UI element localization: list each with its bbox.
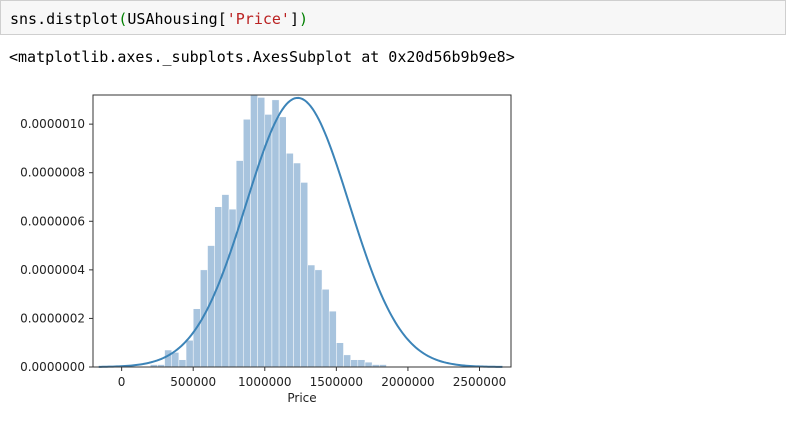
histogram-bar [364, 361, 373, 368]
axes-frame [92, 94, 512, 368]
histogram-bar [178, 359, 187, 368]
cell-output-text: <matplotlib.axes._subplots.AxesSubplot a… [9, 48, 515, 66]
histogram-bar [171, 352, 180, 368]
y-tick-label: 0.0000004 [20, 263, 85, 277]
histogram-bar [164, 349, 172, 368]
histogram-bar [228, 208, 237, 368]
y-tick-label: 0.0000008 [20, 166, 85, 180]
histogram-bar [221, 194, 230, 368]
y-tick-label: 0.0000000 [20, 360, 85, 374]
distplot-chart: 0 500000 1000000 1500000 2000000 2500000 0.00… [20, 94, 512, 405]
y-tick-label: 0.0000006 [20, 214, 85, 228]
histogram-bar [350, 359, 359, 368]
code-paren-close: ) [299, 10, 309, 28]
code-bracket-close: ] [289, 10, 299, 28]
x-tick-label: 0 [118, 375, 126, 389]
y-tick-label: 0.0000002 [20, 311, 85, 325]
histogram-bar [286, 153, 294, 368]
histogram-bar [300, 182, 308, 368]
y-axis: 0.0000000 0.0000002 0.0000004 0.0000006 0.00… [20, 117, 93, 374]
histogram-bar [243, 119, 251, 368]
histogram-bar [185, 340, 194, 368]
x-axis-label: Price [287, 391, 316, 405]
x-tick-label: 1000000 [238, 375, 291, 389]
histogram-bar [336, 342, 344, 368]
y-tick-label: 0.0000010 [20, 117, 85, 131]
histogram-bar [357, 359, 366, 368]
code-argument: USAhousing[ [127, 10, 227, 28]
kde-curve [98, 96, 503, 368]
code-paren-open: ( [118, 10, 128, 28]
x-tick-label: 1500000 [310, 375, 363, 389]
histogram-bar [264, 114, 273, 368]
code-string-literal: 'Price' [226, 10, 290, 28]
x-tick-label: 500000 [170, 375, 216, 389]
histogram-bars [150, 94, 387, 368]
x-tick-label: 2500000 [453, 375, 506, 389]
code-line[interactable]: sns.distplot(USAhousing['Price']) [10, 9, 308, 29]
x-axis: 0 500000 1000000 1500000 2000000 2500000 [118, 367, 506, 389]
histogram-bar [257, 97, 266, 368]
histogram-bar [192, 308, 201, 368]
histogram-bar [343, 354, 351, 368]
histogram-bar [278, 116, 287, 368]
histogram-bar [235, 160, 244, 368]
code-function: sns.distplot [10, 10, 119, 28]
histogram-bar [328, 310, 337, 368]
histogram-bar [250, 94, 258, 368]
x-tick-label: 2000000 [381, 375, 434, 389]
histogram-bar [307, 264, 316, 368]
histogram-bar [321, 289, 330, 368]
histogram-bar [293, 162, 301, 368]
histogram-bar [314, 269, 323, 368]
code-cell[interactable]: sns.distplot(USAhousing['Price']) [0, 0, 786, 35]
histogram-bar [271, 99, 280, 368]
